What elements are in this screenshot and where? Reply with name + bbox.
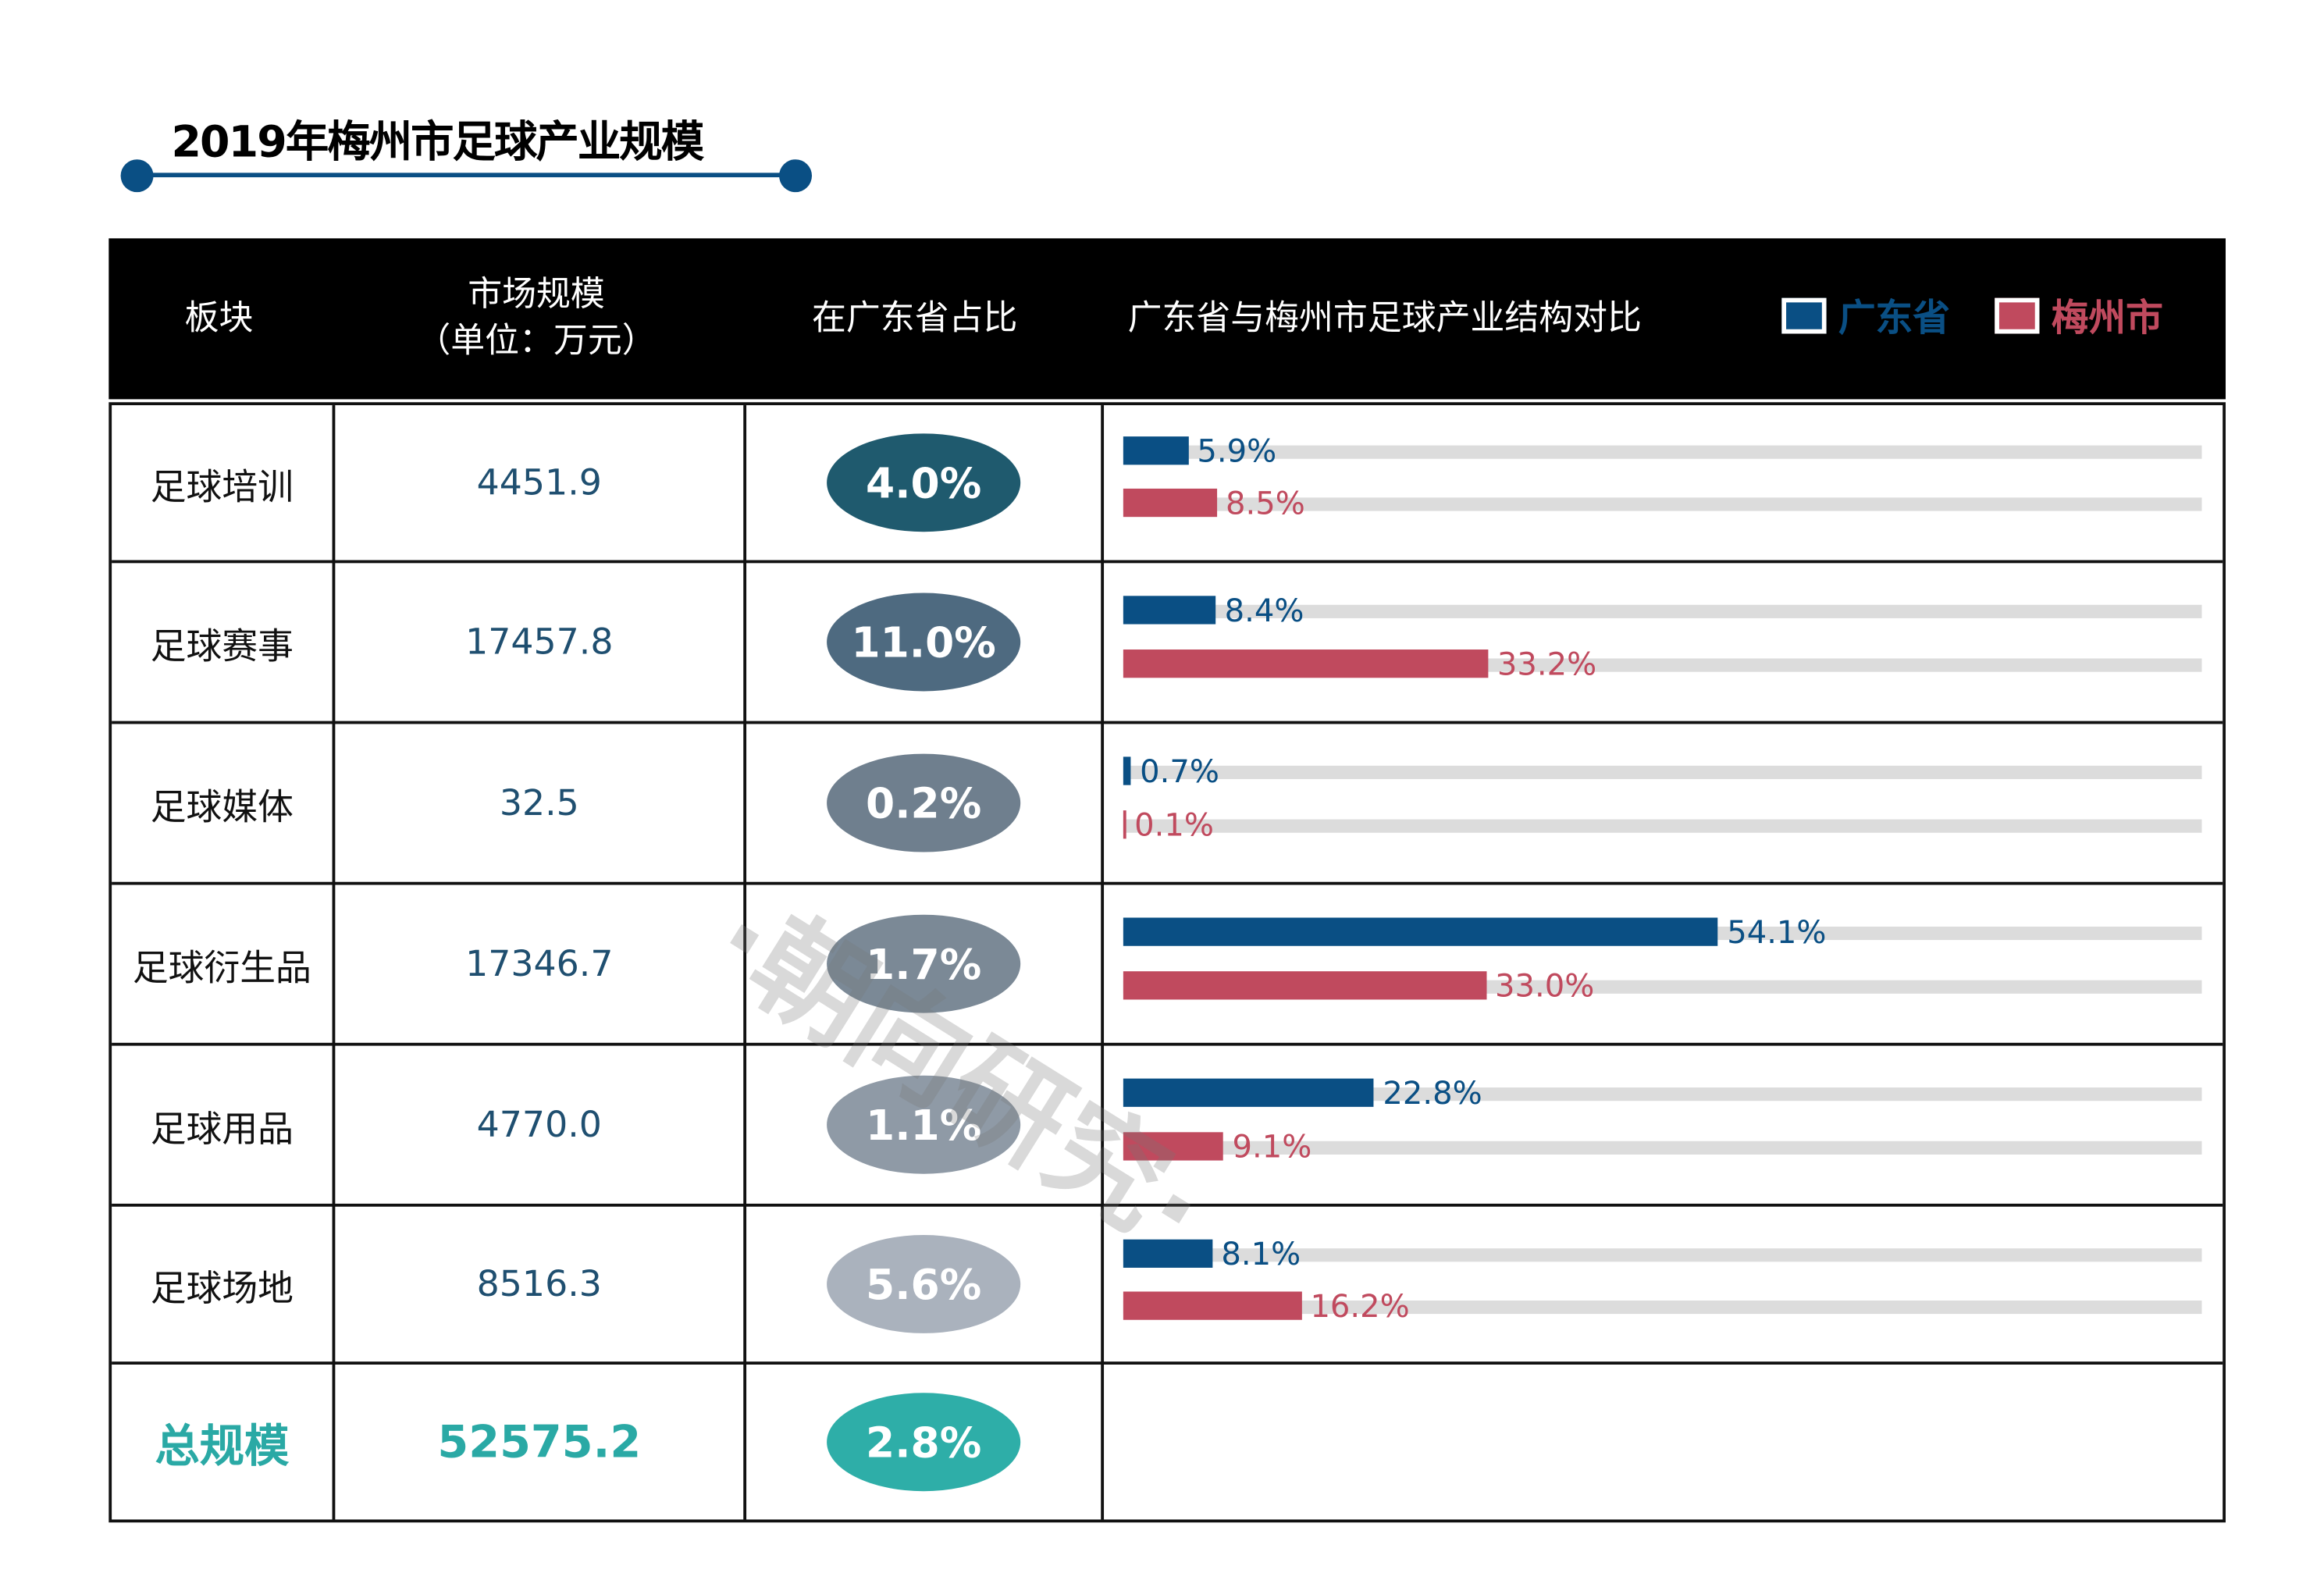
legend-swatch-guangdong: [1781, 297, 1827, 334]
table-row: 足球媒体 32.5 0.2% 0.7% 0.1%: [112, 721, 2223, 882]
table-row: 足球培训 4451.9 4.0% 5.9% 8.5%: [112, 405, 2223, 560]
bar-label-guangdong: 5.9%: [1197, 433, 1277, 470]
sector-name: 足球培训: [150, 465, 294, 507]
legend-swatch-meizhou: [1995, 297, 2040, 334]
header-sector: 板块: [184, 298, 254, 338]
market-size-value: 4451.9: [476, 461, 602, 504]
market-size-value: 17346.7: [465, 942, 614, 985]
page-title: 2019年梅州市足球产业规模: [171, 116, 704, 167]
share-cell: 5.6%: [746, 1207, 1101, 1361]
share-badge: 2.8%: [827, 1393, 1021, 1492]
share-badge: 0.2%: [827, 753, 1021, 852]
header-market-size: 市场规模 （单位：万元）: [333, 238, 741, 399]
share-cell: 4.0%: [746, 405, 1101, 560]
sector-name: 足球用品: [150, 1107, 294, 1150]
bar-guangdong: [1123, 1239, 1212, 1268]
total-label: 总规模: [155, 1421, 290, 1474]
share-badge: 1.7%: [827, 914, 1021, 1013]
share-cell: 11.0%: [746, 563, 1101, 721]
bar-guangdong: [1123, 757, 1131, 786]
bar-meizhou: [1123, 810, 1126, 839]
bar-guangdong: [1123, 596, 1216, 625]
bar-track-meizhou: [1123, 496, 2202, 511]
bar-label-meizhou: 0.1%: [1134, 807, 1214, 844]
column-divider: [1101, 405, 1105, 1520]
sector-name: 足球衍生品: [132, 946, 311, 989]
bar-label-guangdong: 22.8%: [1383, 1076, 1482, 1112]
bar-label-guangdong: 0.7%: [1140, 754, 1219, 791]
underline-dot-right: [779, 159, 813, 193]
share-badge: 11.0%: [827, 593, 1021, 692]
bar-label-meizhou: 9.1%: [1232, 1129, 1312, 1166]
header-compare: 广东省与梅州市足球产业结构对比: [1127, 298, 1642, 338]
sector-name: 足球赛事: [150, 625, 294, 667]
sector-name: 足球场地: [150, 1267, 294, 1309]
table-row: 足球用品 4770.0 1.1% 22.8% 9.1%: [112, 1042, 2223, 1204]
share-cell: 2.8%: [746, 1365, 1101, 1519]
header-market-line2: （单位：万元）: [416, 322, 657, 361]
bar-track-meizhou: [1123, 1141, 2202, 1155]
bar-label-meizhou: 16.2%: [1310, 1288, 1410, 1325]
share-badge: 4.0%: [827, 433, 1021, 532]
bar-label-meizhou: 8.5%: [1225, 485, 1305, 521]
market-size-value: 8516.3: [476, 1263, 602, 1305]
total-value: 52575.2: [437, 1415, 642, 1468]
column-divider: [332, 405, 336, 1520]
bar-track-meizhou: [1123, 1300, 2202, 1314]
bar-meizhou: [1123, 649, 1489, 678]
market-size-value: 4770.0: [476, 1104, 602, 1146]
bar-label-meizhou: 33.2%: [1497, 646, 1597, 683]
table-row: 足球场地 8516.3 5.6% 8.1% 16.2%: [112, 1203, 2223, 1361]
share-cell: 0.2%: [746, 724, 1101, 881]
header-market-line1: 市场规模: [468, 276, 605, 315]
legend-meizhou: 梅州市: [1995, 289, 2163, 343]
bar-guangdong: [1123, 436, 1188, 465]
bar-track-guangdong: [1123, 445, 2202, 460]
bar-meizhou: [1123, 1132, 1224, 1161]
bar-label-guangdong: 8.4%: [1224, 593, 1304, 630]
bar-track-guangdong: [1123, 605, 2202, 619]
bar-track-guangdong: [1123, 766, 2202, 780]
table-row: 足球赛事 17457.8 11.0% 8.4% 33.2%: [112, 560, 2223, 721]
bar-label-guangdong: 54.1%: [1727, 915, 1827, 952]
bar-meizhou: [1123, 487, 1217, 517]
bar-meizhou: [1123, 971, 1486, 1000]
sector-name: 足球媒体: [150, 785, 294, 828]
share-cell: 1.7%: [746, 885, 1101, 1043]
total-row: 总规模 52575.2 2.8%: [112, 1361, 2223, 1519]
data-table: 足球培训 4451.9 4.0% 5.9% 8.5% 足球赛事 17457.8 11.0% 8.…: [109, 402, 2226, 1523]
bar-track-meizhou: [1123, 819, 2202, 833]
market-size-value: 32.5: [499, 781, 579, 824]
share-cell: 1.1%: [746, 1046, 1101, 1204]
legend-label-meizhou: 梅州市: [2051, 296, 2163, 340]
legend-label-guangdong: 广东省: [1838, 296, 1950, 340]
bar-track-guangdong: [1123, 1247, 2202, 1262]
legend-guangdong: 广东省: [1781, 289, 1950, 343]
header-share: 在广东省占比: [812, 298, 1018, 338]
bar-label-meizhou: 33.0%: [1495, 968, 1595, 1005]
bar-guangdong: [1123, 1079, 1374, 1108]
bar-meizhou: [1123, 1291, 1301, 1320]
table-row: 足球衍生品 17346.7 1.7% 54.1% 33.0%: [112, 881, 2223, 1043]
market-size-value: 17457.8: [465, 621, 614, 664]
column-divider: [743, 405, 747, 1520]
bar-guangdong: [1123, 918, 1718, 947]
table-header: 板块 市场规模 （单位：万元） 在广东省占比 广东省与梅州市足球产业结构对比: [109, 238, 2226, 400]
title-underline: [137, 173, 796, 178]
bar-track-guangdong: [1123, 1087, 2202, 1101]
underline-dot-left: [120, 159, 154, 193]
bar-label-guangdong: 8.1%: [1221, 1236, 1301, 1272]
share-badge: 1.1%: [827, 1075, 1021, 1174]
share-badge: 5.6%: [827, 1234, 1021, 1333]
